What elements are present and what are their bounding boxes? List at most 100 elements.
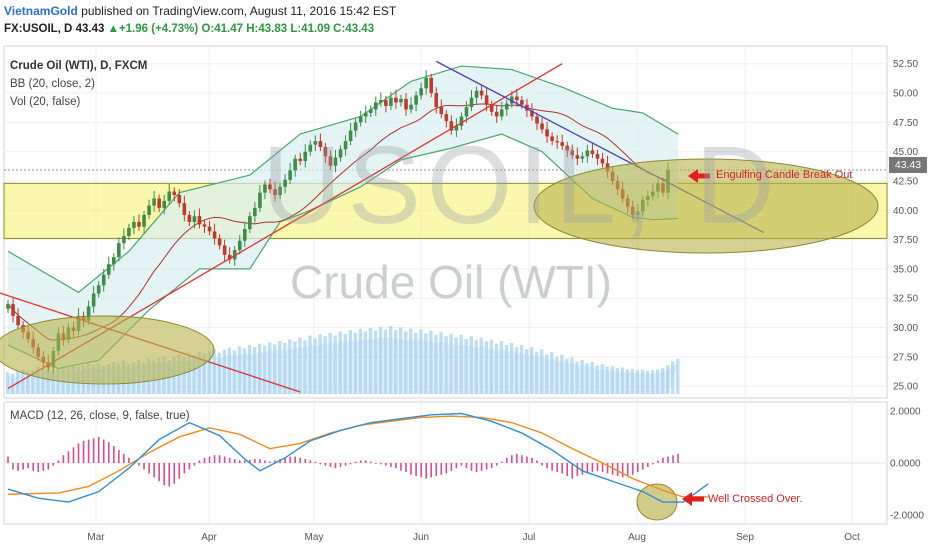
bb-legend[interactable]: BB (20, close, 2) <box>10 78 96 90</box>
macd-hist-33 <box>173 463 176 484</box>
volume-bar-50 <box>257 343 262 394</box>
macd-hist-20 <box>107 442 110 463</box>
volume-bar-63 <box>323 336 327 394</box>
chart-title[interactable]: Crude Oil (WTI), D, FXCM <box>10 60 148 72</box>
candle-body-116 <box>590 150 595 154</box>
volume-bar-41 <box>212 349 216 394</box>
macd-hist-74 <box>380 463 382 465</box>
candle-body-16 <box>86 306 91 321</box>
macd-hist-70 <box>359 460 362 463</box>
volume-bar-121 <box>615 368 620 394</box>
candle-body-113 <box>575 155 580 159</box>
candle-body-83 <box>424 77 428 89</box>
volume-bar-110 <box>560 354 564 394</box>
macd-hist-118 <box>601 463 604 473</box>
volume-bar-45 <box>232 350 237 394</box>
macd-hist-96 <box>490 463 493 469</box>
macd-legend[interactable]: MACD (12, 26, close, 9, false, true) <box>10 410 190 422</box>
volume-bar-40 <box>207 351 211 394</box>
macd-hist-91 <box>465 463 468 469</box>
macd-hist-124 <box>631 463 634 475</box>
macd-hist-59 <box>304 459 307 463</box>
candle-body-35 <box>182 203 187 215</box>
macd-hist-95 <box>485 463 488 470</box>
volume-bar-128 <box>650 370 655 394</box>
macd-tick-1: 0.0000 <box>890 459 921 470</box>
macd-hist-45 <box>233 459 236 463</box>
volume-bar-4 <box>26 371 30 394</box>
ellipse-breakout <box>533 158 879 254</box>
volume-bar-107 <box>545 354 549 394</box>
symbol[interactable]: FX:USOIL, D <box>4 23 73 35</box>
candle-body-80 <box>409 104 413 110</box>
macd-hist-61 <box>314 461 317 463</box>
volume-bar-84 <box>429 330 433 394</box>
date-tick-3: Jun <box>413 532 429 543</box>
volume-bar-60 <box>308 335 312 394</box>
macd-hist-100 <box>511 455 513 463</box>
highlight-ellipses <box>0 158 879 521</box>
macd-hist-117 <box>596 463 599 471</box>
macd-hist-31 <box>163 463 165 486</box>
candle-body-69 <box>353 122 358 131</box>
candle-body-87 <box>444 114 449 122</box>
vol-legend[interactable]: Vol (20, false) <box>10 96 81 108</box>
volume-bar-130 <box>660 368 665 394</box>
macd-hist-129 <box>657 460 659 463</box>
macd-hist-110 <box>561 463 563 474</box>
macd-hist-88 <box>450 463 453 471</box>
volume-bar-82 <box>419 329 423 394</box>
macd-hist-18 <box>97 436 100 463</box>
volume-bar-54 <box>278 340 282 394</box>
price-tick-5: 40.00 <box>893 206 918 217</box>
candle-body-105 <box>535 116 539 124</box>
published-text: published on TradingView.com, August 11,… <box>81 4 397 18</box>
candle-body-44 <box>227 254 232 260</box>
candle-body-37 <box>192 216 197 222</box>
macd-hist-46 <box>238 460 241 463</box>
macd-hist-7 <box>42 463 45 471</box>
price-tick-1: 50.00 <box>893 89 918 100</box>
volume-bar-131 <box>666 365 670 394</box>
macd-hist-41 <box>213 455 216 463</box>
ellipse-bottom <box>0 315 215 385</box>
candle-body-92 <box>469 97 474 108</box>
volume-bar-106 <box>540 349 544 394</box>
brand-link[interactable]: VietnamGold <box>4 4 78 18</box>
volume-bar-49 <box>252 347 257 394</box>
volume-bar-59 <box>303 340 307 394</box>
macd-hist-84 <box>430 463 433 478</box>
last-price-tag: 43.43 <box>889 157 927 173</box>
volume-bar-88 <box>449 333 453 394</box>
volume-bar-51 <box>262 345 267 394</box>
candle-body-111 <box>565 145 570 151</box>
macd-hist-29 <box>153 463 155 478</box>
macd-hist-21 <box>113 446 115 463</box>
volume-bar-125 <box>635 370 640 394</box>
candle-body-52 <box>268 184 272 190</box>
candle-body-56 <box>288 170 292 180</box>
macd-hist-79 <box>405 463 407 473</box>
macd-line <box>7 412 709 503</box>
candle-body-112 <box>570 150 575 156</box>
macd-hist-34 <box>178 463 181 479</box>
volume-bar-86 <box>439 332 443 394</box>
macd-hist-71 <box>364 460 367 463</box>
candle-body-31 <box>162 200 166 208</box>
macd-hist-121 <box>616 463 619 477</box>
close-value: C:43.43 <box>333 23 375 35</box>
date-tick-6: Sep <box>736 532 754 543</box>
volume-bar-53 <box>273 344 277 394</box>
macd-hist-86 <box>440 463 443 475</box>
candle-body-88 <box>449 121 454 131</box>
volume-bar-6 <box>36 366 40 394</box>
candle-body-54 <box>278 186 282 196</box>
candle-body-22 <box>117 243 121 258</box>
macd-hist-19 <box>102 439 105 463</box>
macd-hist-105 <box>536 460 538 463</box>
candle-body-19 <box>101 274 106 286</box>
candle-body-36 <box>187 214 192 222</box>
volume-bar-9 <box>51 369 55 394</box>
price-tick-2: 47.50 <box>893 118 918 129</box>
